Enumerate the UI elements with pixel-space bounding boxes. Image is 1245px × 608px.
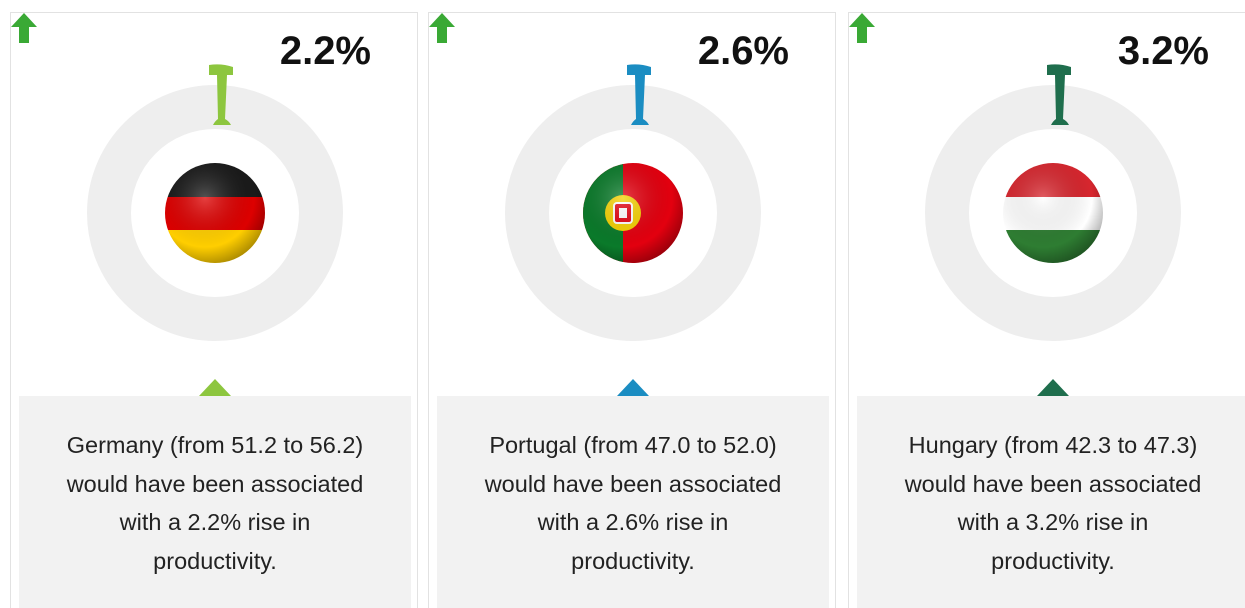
flag [1003, 163, 1103, 263]
ring [505, 85, 761, 341]
description: Germany (from 51.2 to 56.2) would have b… [19, 396, 411, 608]
value-label: 3.2% [1117, 29, 1209, 73]
up-arrow [11, 13, 37, 43]
up-arrow [849, 13, 875, 43]
callout-triangle [199, 379, 231, 396]
callout-triangle [617, 379, 649, 396]
description: Hungary (from 42.3 to 47.3) would have b… [857, 396, 1245, 608]
value-label: 2.2% [279, 29, 371, 73]
gauge [87, 64, 343, 396]
ring [925, 85, 1181, 341]
card: 2.2% Germany (from 51.2 to 56.2) would h… [10, 12, 418, 608]
card: 2.6% Portugal (from 47.0 to 52.0) would … [428, 12, 836, 608]
pointer [627, 64, 651, 125]
value-label: 2.6% [697, 29, 789, 73]
pointer [209, 64, 233, 125]
pointer [1047, 64, 1071, 125]
card: 3.2% Hungary (from 42.3 to 47.3) would h… [848, 12, 1245, 608]
ring [87, 85, 343, 341]
callout-triangle [1037, 379, 1069, 396]
description: Portugal (from 47.0 to 52.0) would have … [437, 396, 829, 608]
gauge [925, 64, 1181, 396]
up-arrow [429, 13, 455, 43]
gauge [505, 64, 761, 396]
